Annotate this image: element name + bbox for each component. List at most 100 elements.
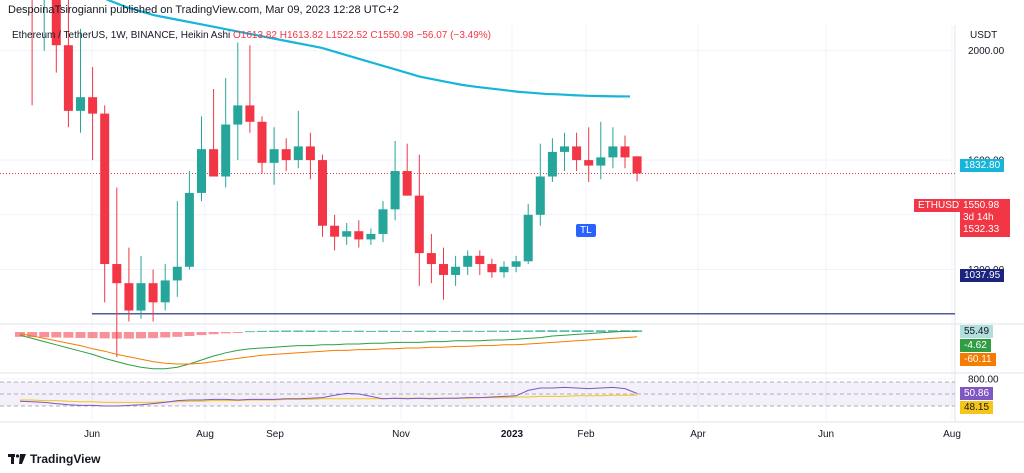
support-line[interactable] <box>0 173 955 315</box>
macd-histogram-bar <box>148 332 159 339</box>
macd-histogram-bar <box>365 330 376 332</box>
time-tick-label: Feb <box>577 429 595 440</box>
candle-body <box>342 231 352 237</box>
macd-histogram-bar <box>474 330 485 332</box>
macd-histogram-bar <box>511 330 522 332</box>
candlestick-series[interactable] <box>16 0 642 358</box>
macd-histogram-bar <box>559 330 570 332</box>
macd-histogram-bar <box>281 330 292 332</box>
macd-histogram-bar <box>414 330 425 332</box>
candle-body <box>511 261 521 267</box>
candle-body <box>426 253 436 265</box>
macd-line-tag: -4.62 <box>960 339 991 352</box>
time-tick-label: 2023 <box>501 429 524 440</box>
candle-body <box>523 214 533 262</box>
bar-countdown: 3d 14h <box>963 212 994 223</box>
candle-body <box>112 264 122 284</box>
candle-body <box>136 283 146 311</box>
macd-histogram-bar <box>462 330 473 332</box>
rsi-line <box>19 386 638 407</box>
moving-average-line[interactable] <box>0 0 631 98</box>
macd-histogram-bar <box>305 330 316 332</box>
candle-body <box>390 171 400 210</box>
candle-body <box>172 266 182 281</box>
macd-histogram-bar <box>535 330 546 332</box>
candle-body <box>305 146 315 161</box>
macd-histogram-bar <box>99 332 110 339</box>
macd-histogram-bar <box>341 330 352 332</box>
tradingview-logo[interactable]: TradingView <box>8 452 100 466</box>
candle-body <box>560 146 569 152</box>
candle-body <box>463 255 473 267</box>
tradingview-icon <box>8 454 26 464</box>
macd-histogram-bar <box>486 330 497 332</box>
symbol-tag: ETHUSDT <box>914 199 970 212</box>
candle-body <box>209 149 219 177</box>
macd-histogram-bar <box>51 332 62 338</box>
candle-body <box>63 45 73 111</box>
candle-body <box>402 171 412 196</box>
candle-body <box>632 156 642 174</box>
macd-histogram-bar <box>402 330 413 332</box>
candle-body <box>354 231 364 240</box>
ma-price-tag: 1832.80 <box>960 159 1005 172</box>
macd-histogram-bar <box>220 332 231 334</box>
candle-body <box>245 105 255 122</box>
candle-body <box>257 121 267 163</box>
last-price: 1550.98 <box>963 200 1000 211</box>
candle-body <box>51 0 61 46</box>
macd-histogram-bar <box>172 332 183 337</box>
candle-body <box>124 283 134 311</box>
brand-name: TradingView <box>30 452 101 466</box>
time-tick-label: Nov <box>392 429 410 440</box>
macd-histogram-bar <box>208 332 219 335</box>
symbol-legend[interactable]: Ethereum / TetherUS, 1W, BINANCE, Heikin… <box>12 30 491 41</box>
macd-histogram-bar <box>426 330 437 332</box>
macd-histogram-bar <box>607 330 618 332</box>
macd-histogram-bar <box>547 330 558 332</box>
price-tick-label: 800.00 <box>968 374 999 385</box>
candle-body <box>281 149 291 161</box>
rsi-indicator[interactable] <box>19 386 638 407</box>
macd-histogram-bar <box>111 332 122 339</box>
time-tick-label: Sep <box>266 429 284 440</box>
macd-histogram-bar <box>232 332 243 333</box>
candle-body <box>366 233 376 240</box>
candle-body <box>269 149 279 163</box>
candle-body <box>596 157 606 166</box>
macd-histogram-bar <box>15 332 25 337</box>
macd-histogram-bar <box>63 332 74 338</box>
candle-body <box>148 283 158 303</box>
candle-body <box>487 264 497 273</box>
time-tick-label: Jun <box>818 429 834 440</box>
macd-histogram-bar <box>244 331 255 333</box>
ohlc-values: O1613.82 H1613.82 L1522.52 C1550.98 −56.… <box>233 30 491 41</box>
currency-label: USDT <box>970 30 998 41</box>
macd-histogram-bar <box>450 330 461 332</box>
macd-histogram-bar <box>353 330 364 332</box>
grid-lines <box>0 25 955 420</box>
macd-signal-tag: -60.11 <box>960 353 996 366</box>
candle-body <box>160 280 170 303</box>
rsi-tag: 50.86 <box>960 387 994 400</box>
macd-histogram-bar <box>523 330 534 332</box>
rsi-ma-tag: 48.15 <box>960 401 994 414</box>
macd-histogram-bar <box>160 332 171 338</box>
candle-body <box>293 146 303 161</box>
trendline-badge[interactable]: TL <box>576 224 596 237</box>
macd-histogram-bar <box>75 332 86 338</box>
price-tick-label: 2200.00 <box>968 0 1005 3</box>
price-tag: 1550.98 3d 14h 1532.33 <box>960 199 1010 237</box>
candle-body <box>572 146 582 161</box>
time-axis[interactable]: Jun Aug Sep Nov 2023 Feb Apr Jun Aug <box>84 429 961 440</box>
ma-line <box>105 0 631 98</box>
candle-body <box>184 192 194 267</box>
macd-histogram-bar <box>438 330 449 332</box>
candle-body <box>608 146 618 158</box>
symbol-title: Ethereum / TetherUS, 1W, BINANCE, Heikin… <box>12 30 231 41</box>
support-price-tag: 1037.95 <box>960 269 1005 282</box>
macd-histogram-bar <box>269 330 280 332</box>
macd-indicator[interactable] <box>15 330 643 370</box>
time-tick-label: Jun <box>84 429 100 440</box>
